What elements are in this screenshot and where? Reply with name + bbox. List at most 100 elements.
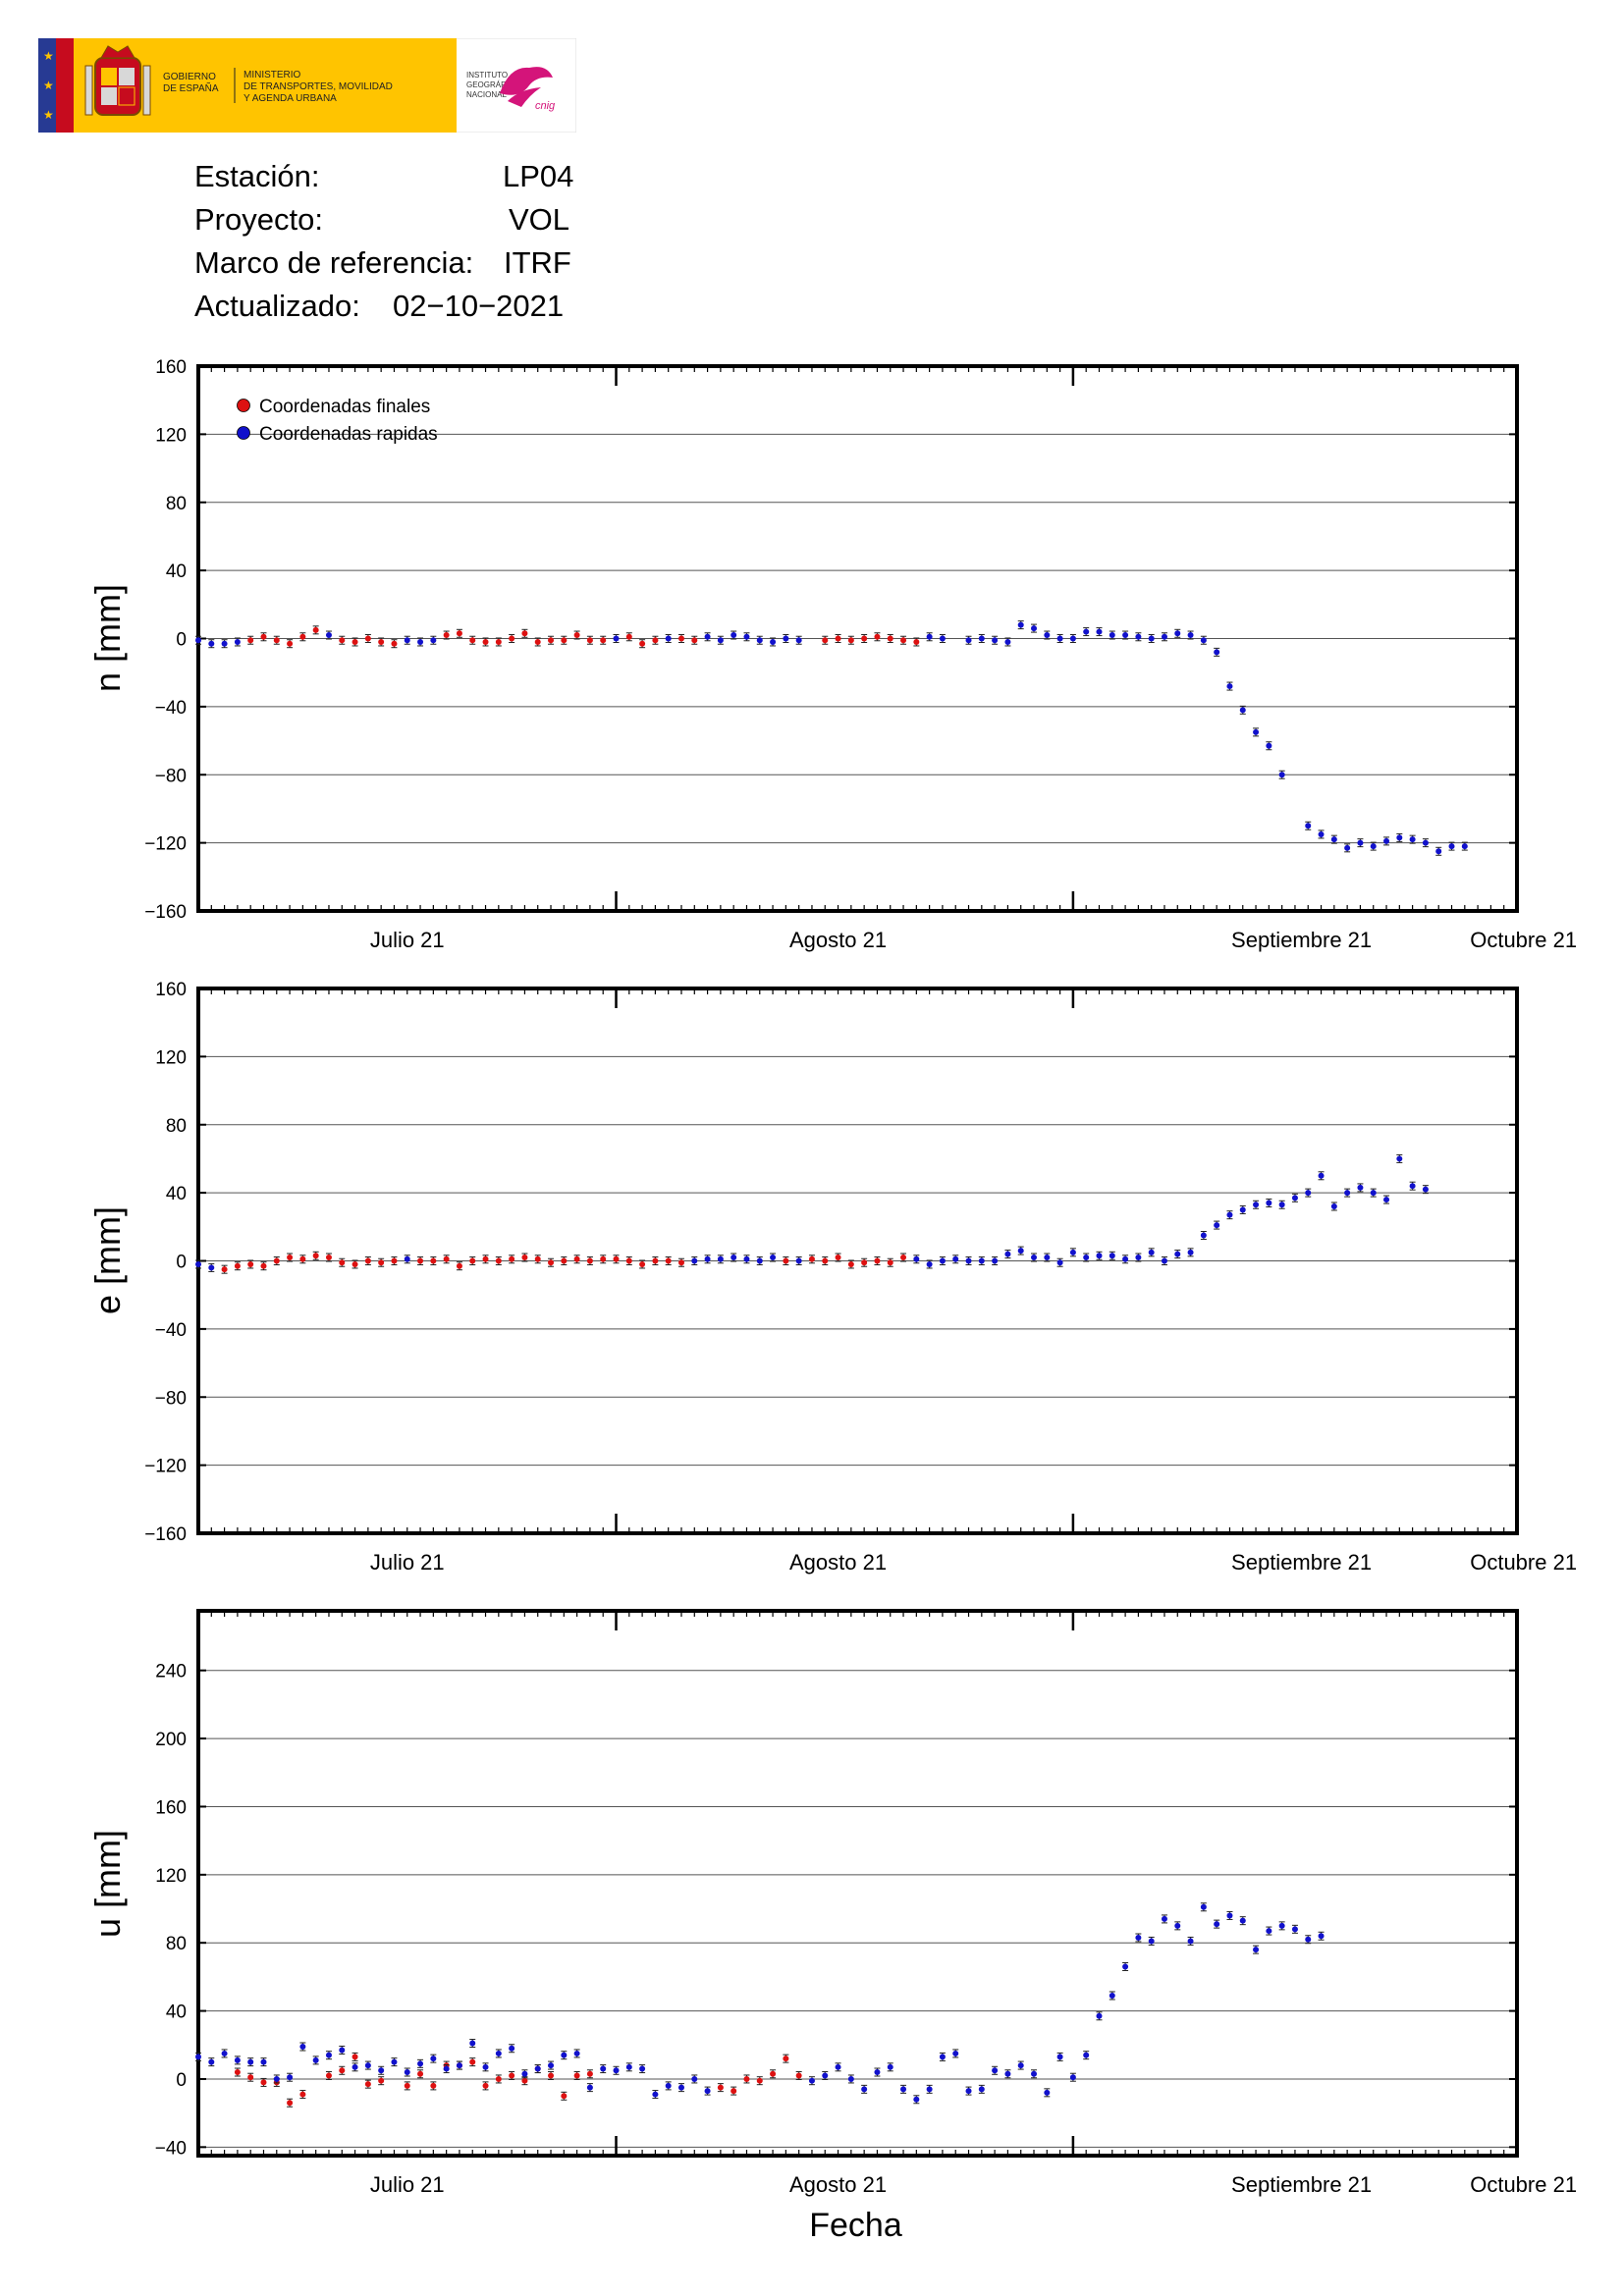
data-marker: [404, 1255, 410, 1262]
data-point: [352, 637, 358, 647]
data-marker: [509, 1255, 515, 1262]
legend-label: Coordenadas finales: [259, 397, 430, 417]
data-marker: [847, 1260, 854, 1267]
chart-panel-n: 160 120 80 40 0 −40 −80 −120 −160 Julio 21 Agosto …: [87, 357, 1577, 952]
data-point: [874, 632, 881, 642]
data-point: [717, 1255, 724, 1264]
data-point: [1069, 1248, 1076, 1257]
data-point: [573, 2070, 580, 2080]
data-marker: [1044, 632, 1051, 639]
x-month-label: Julio 21: [370, 1550, 445, 1575]
y-tick-label: 120: [155, 1047, 187, 1068]
data-marker: [339, 2047, 346, 2054]
data-point: [1253, 1200, 1260, 1209]
data-point: [783, 634, 789, 643]
data-marker: [600, 2065, 607, 2072]
data-marker: [561, 637, 568, 644]
data-marker: [391, 1257, 398, 1264]
data-point: [325, 1253, 332, 1262]
data-marker: [1200, 1232, 1207, 1239]
data-point: [1122, 630, 1129, 640]
station-label: Estación:: [194, 159, 320, 193]
svg-text:★: ★: [43, 108, 54, 122]
data-marker: [717, 1255, 724, 1262]
data-marker: [573, 2050, 580, 2056]
data-marker: [978, 2086, 985, 2093]
data-marker: [1031, 625, 1038, 632]
data-marker: [1200, 1903, 1207, 1910]
data-marker: [1044, 2089, 1051, 2096]
data-point: [978, 1256, 985, 1265]
data-point: [586, 1256, 593, 1265]
data-point: [1266, 741, 1272, 751]
data-marker: [404, 2082, 410, 2089]
data-marker: [482, 2063, 489, 2070]
data-point: [404, 1255, 410, 1264]
data-marker: [730, 1255, 737, 1261]
data-marker: [808, 2077, 815, 2084]
data-point: [639, 1259, 646, 1269]
data-point: [756, 635, 763, 645]
data-marker: [456, 630, 462, 637]
data-marker: [847, 637, 854, 644]
data-point: [795, 635, 802, 645]
data-point: [1226, 1910, 1233, 1920]
data-marker: [770, 2070, 777, 2077]
data-marker: [677, 635, 684, 642]
data-marker: [1305, 1190, 1312, 1197]
data-marker: [756, 1257, 763, 1264]
data-point: [312, 625, 319, 635]
data-marker: [378, 2077, 385, 2084]
data-marker: [469, 2058, 476, 2065]
data-point: [456, 628, 462, 638]
data-marker: [978, 1257, 985, 1264]
data-point: [1305, 821, 1312, 830]
data-point: [1318, 829, 1325, 839]
data-point: [808, 1255, 815, 1264]
data-marker: [1318, 1933, 1325, 1940]
data-point: [900, 1253, 907, 1262]
y-tick-label: −40: [155, 2138, 187, 2159]
data-marker: [939, 2054, 946, 2060]
data-point: [364, 2079, 371, 2089]
data-marker: [521, 2077, 528, 2084]
data-point: [613, 2065, 620, 2075]
data-marker: [1357, 1184, 1364, 1191]
data-point: [730, 630, 737, 640]
data-point: [273, 635, 280, 645]
gov-line1: GOBIERNO: [163, 72, 216, 82]
data-point: [443, 2064, 450, 2074]
data-point: [1305, 1188, 1312, 1198]
y-tick-label: 40: [166, 561, 187, 582]
x-month-label: Octubre 21: [1470, 928, 1577, 952]
data-marker: [1069, 2074, 1076, 2081]
data-point: [770, 2069, 777, 2079]
data-point: [1200, 635, 1207, 645]
data-point: [652, 1256, 659, 1265]
data-marker: [783, 2056, 789, 2062]
data-marker: [299, 1255, 306, 1262]
data-marker: [795, 637, 802, 644]
data-marker: [822, 637, 829, 644]
data-point: [469, 2057, 476, 2067]
data-marker: [364, 2062, 371, 2069]
data-point: [404, 635, 410, 645]
data-marker: [312, 1253, 319, 1259]
frame-label: Marco de referencia:: [194, 245, 474, 280]
data-point: [1278, 1921, 1285, 1931]
updated-label: Actualizado:: [194, 289, 360, 323]
data-marker: [378, 2067, 385, 2074]
data-marker: [1161, 1257, 1167, 1264]
data-marker: [1396, 834, 1403, 841]
data-point: [521, 628, 528, 638]
data-point: [364, 2060, 371, 2070]
data-point: [1291, 1193, 1298, 1202]
data-marker: [1266, 742, 1272, 749]
data-marker: [625, 633, 632, 640]
data-point: [743, 1255, 750, 1264]
chart-panel-u: 240 200 160 120 80 40 0 −40 Julio 21 Agosto 21 Sep…: [87, 1609, 1577, 2244]
data-point: [1004, 637, 1011, 647]
plot-frame: [196, 1609, 1519, 2158]
data-point: [247, 2072, 254, 2082]
data-point: [208, 2057, 215, 2067]
